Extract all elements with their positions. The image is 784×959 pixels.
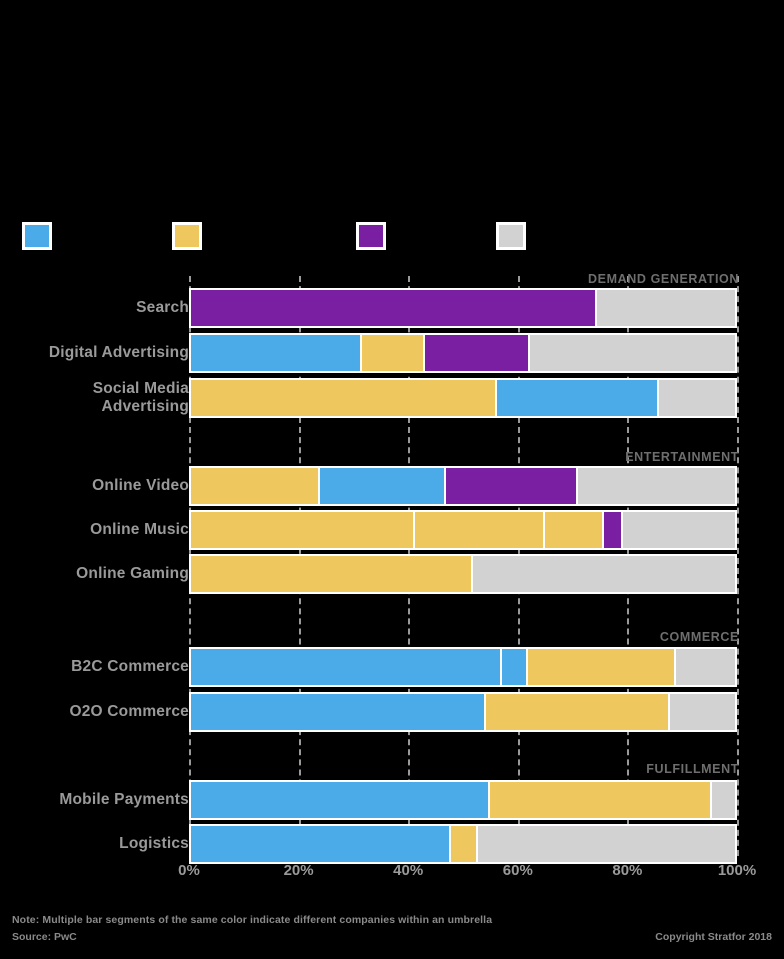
bar-segment[interactable] (191, 694, 486, 730)
legend-swatch-yellow-box (172, 222, 202, 250)
bar-segment[interactable] (659, 380, 735, 416)
bar-segment[interactable] (578, 468, 735, 504)
stacked-bar (191, 556, 735, 592)
stacked-bar (191, 468, 735, 504)
legend-swatch-blue[interactable] (22, 222, 60, 250)
bar-row[interactable] (189, 510, 737, 550)
stacked-bar (191, 694, 735, 730)
category-label: Online Gaming (76, 565, 189, 582)
x-axis: 0% 20% 40% 60% 80% 100% (178, 862, 756, 888)
bar-segment[interactable] (529, 335, 735, 371)
bar-segment[interactable] (676, 649, 735, 685)
bar-row[interactable] (189, 466, 737, 506)
bar-segment[interactable] (191, 826, 452, 862)
bar-segment[interactable] (490, 782, 713, 818)
bar-segment[interactable] (496, 380, 660, 416)
bar-segment[interactable] (544, 512, 605, 548)
legend-swatch-purple[interactable] (356, 222, 394, 250)
stacked-bar (191, 290, 735, 326)
x-tick-label: 40% (393, 862, 424, 879)
bar-row[interactable] (189, 333, 737, 373)
section-header: ENTERTAINMENT (625, 450, 739, 464)
stacked-bar (191, 782, 735, 818)
category-label: B2C Commerce (71, 658, 189, 675)
section-header: COMMERCE (659, 630, 739, 644)
category-label: Mobile Payments (59, 791, 189, 808)
stacked-bar (191, 335, 735, 371)
legend-swatch-yellow[interactable] (172, 222, 210, 250)
legend-swatch-gray-box (496, 222, 526, 250)
stacked-bar (191, 380, 735, 416)
category-label: Online Video (92, 477, 189, 494)
bar-segment[interactable] (596, 290, 735, 326)
bar-segment[interactable] (425, 335, 530, 371)
chart-legend (0, 222, 784, 256)
bar-segment[interactable] (623, 512, 735, 548)
bar-segment[interactable] (361, 335, 426, 371)
bar-segment[interactable] (712, 782, 735, 818)
stacked-bar (191, 826, 735, 862)
footer-source: Source: PwC (12, 931, 77, 943)
x-tick-label: 0% (178, 862, 200, 879)
bar-row[interactable] (189, 780, 737, 820)
bar-segment[interactable] (191, 512, 416, 548)
footer-note: Note: Multiple bar segments of the same … (12, 914, 493, 926)
bar-row[interactable] (189, 554, 737, 594)
bar-segment[interactable] (502, 649, 529, 685)
bar-segment[interactable] (604, 512, 624, 548)
stacked-bar (191, 512, 735, 548)
bar-row[interactable] (189, 824, 737, 864)
legend-swatch-purple-box (356, 222, 386, 250)
legend-swatch-blue-box (22, 222, 52, 250)
bar-segment[interactable] (191, 782, 491, 818)
stacked-bar (191, 649, 735, 685)
bar-segment[interactable] (415, 512, 545, 548)
category-label: Search (136, 299, 189, 316)
bar-segment[interactable] (319, 468, 447, 504)
bar-segment[interactable] (446, 468, 579, 504)
section-header: DEMAND GENERATION (588, 272, 739, 286)
bar-row[interactable] (189, 288, 737, 328)
section-header: FULFILLMENT (646, 762, 739, 776)
bar-segment[interactable] (485, 694, 671, 730)
bar-segment[interactable] (472, 556, 735, 592)
bar-segment[interactable] (191, 468, 320, 504)
category-label: Social Media Advertising (92, 380, 189, 415)
bar-segment[interactable] (191, 335, 362, 371)
x-tick-label: 80% (612, 862, 643, 879)
category-label: Digital Advertising (48, 344, 189, 361)
bar-row[interactable] (189, 378, 737, 418)
bar-segment[interactable] (478, 826, 735, 862)
bar-segment[interactable] (451, 826, 479, 862)
category-label: O2O Commerce (69, 703, 189, 720)
category-label: Logistics (119, 835, 189, 852)
bar-row[interactable] (189, 692, 737, 732)
x-tick-label: 20% (283, 862, 314, 879)
bar-segment[interactable] (191, 649, 503, 685)
footer-copyright: Copyright Stratfor 2018 (655, 931, 772, 943)
category-label: Online Music (90, 521, 189, 538)
bar-segment[interactable] (191, 556, 473, 592)
bar-segment[interactable] (528, 649, 677, 685)
bar-segment[interactable] (670, 694, 735, 730)
legend-swatch-gray[interactable] (496, 222, 534, 250)
x-tick-label: 60% (502, 862, 533, 879)
bar-segment[interactable] (191, 380, 497, 416)
bar-segment[interactable] (191, 290, 597, 326)
bar-row[interactable] (189, 647, 737, 687)
x-tick-label: 100% (717, 862, 757, 879)
gridline-100 (737, 276, 739, 856)
